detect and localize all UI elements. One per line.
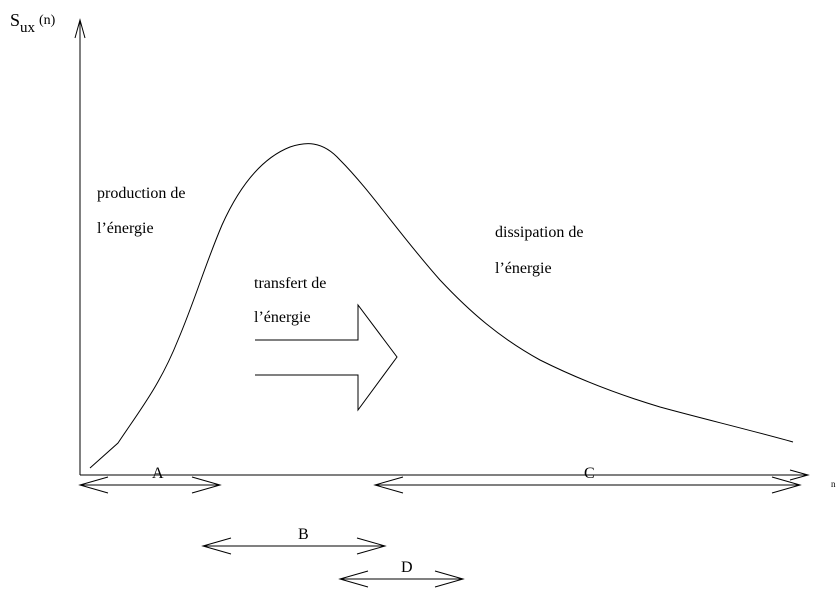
arrow-head: [338, 570, 369, 588]
y-label-sub: ux: [20, 20, 36, 36]
y-axis-arrow: [74, 18, 86, 39]
arrow-head: [771, 476, 802, 494]
range-label: A: [152, 465, 164, 482]
arrow-head: [434, 570, 465, 588]
y-axis-label: Sux (n): [10, 10, 56, 36]
arrow-head: [78, 476, 109, 494]
range-label: B: [298, 526, 309, 543]
arrow-head: [191, 476, 222, 494]
y-label-suffix: (n): [39, 13, 56, 28]
x-axis-label: n: [831, 479, 836, 489]
arrow-head: [201, 537, 232, 555]
transfer-arrow: [255, 303, 398, 412]
region-label: l’énergie: [254, 309, 311, 326]
range-label: C: [584, 465, 595, 482]
region-label: dissipation de: [495, 224, 583, 241]
region-label: transfert de: [254, 275, 326, 292]
range-arrows: [78, 476, 802, 588]
spectrum-curve: [89, 143, 794, 469]
range-label: D: [401, 559, 413, 576]
arrow-head: [356, 537, 387, 555]
arrow-head: [373, 476, 404, 494]
x-axis-arrow: [789, 469, 810, 481]
region-label: l’énergie: [495, 260, 552, 277]
y-label-main: S: [10, 10, 20, 30]
region-label: production de: [97, 185, 185, 202]
region-label: l’énergie: [97, 220, 154, 237]
